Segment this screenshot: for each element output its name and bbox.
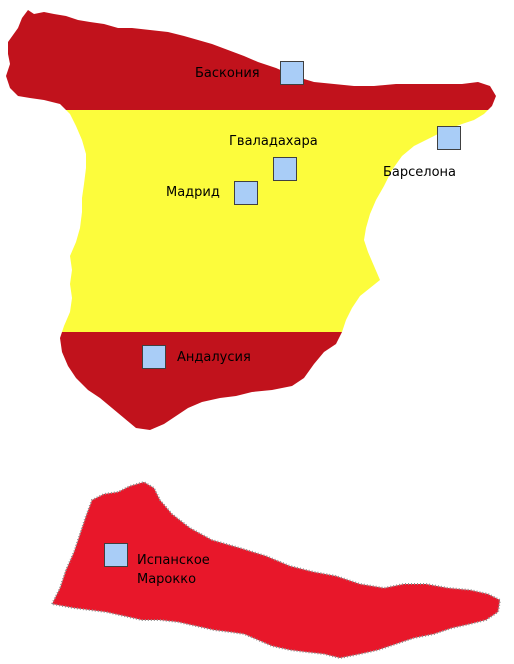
marker-barcelona[interactable] [437,126,461,150]
flag-stripe-top [6,10,496,110]
marker-spanish-morocco[interactable] [104,543,128,567]
marker-madrid[interactable] [234,181,258,205]
label-basque: Баскония [195,66,260,81]
label-spanish-morocco-line1: Испанское [137,553,210,568]
spanish-morocco-region [50,480,502,660]
label-andalusia: Андалусия [177,350,251,365]
label-guadalajara: Гваладахара [229,134,318,149]
label-madrid: Мадрид [166,185,220,200]
marker-basque[interactable] [280,61,304,85]
marker-guadalajara[interactable] [273,157,297,181]
flag-stripe-bottom [6,332,496,430]
label-barcelona: Барселона [383,165,457,180]
marker-andalusia[interactable] [142,345,166,369]
label-spanish-morocco-line2: Марокко [137,572,197,587]
